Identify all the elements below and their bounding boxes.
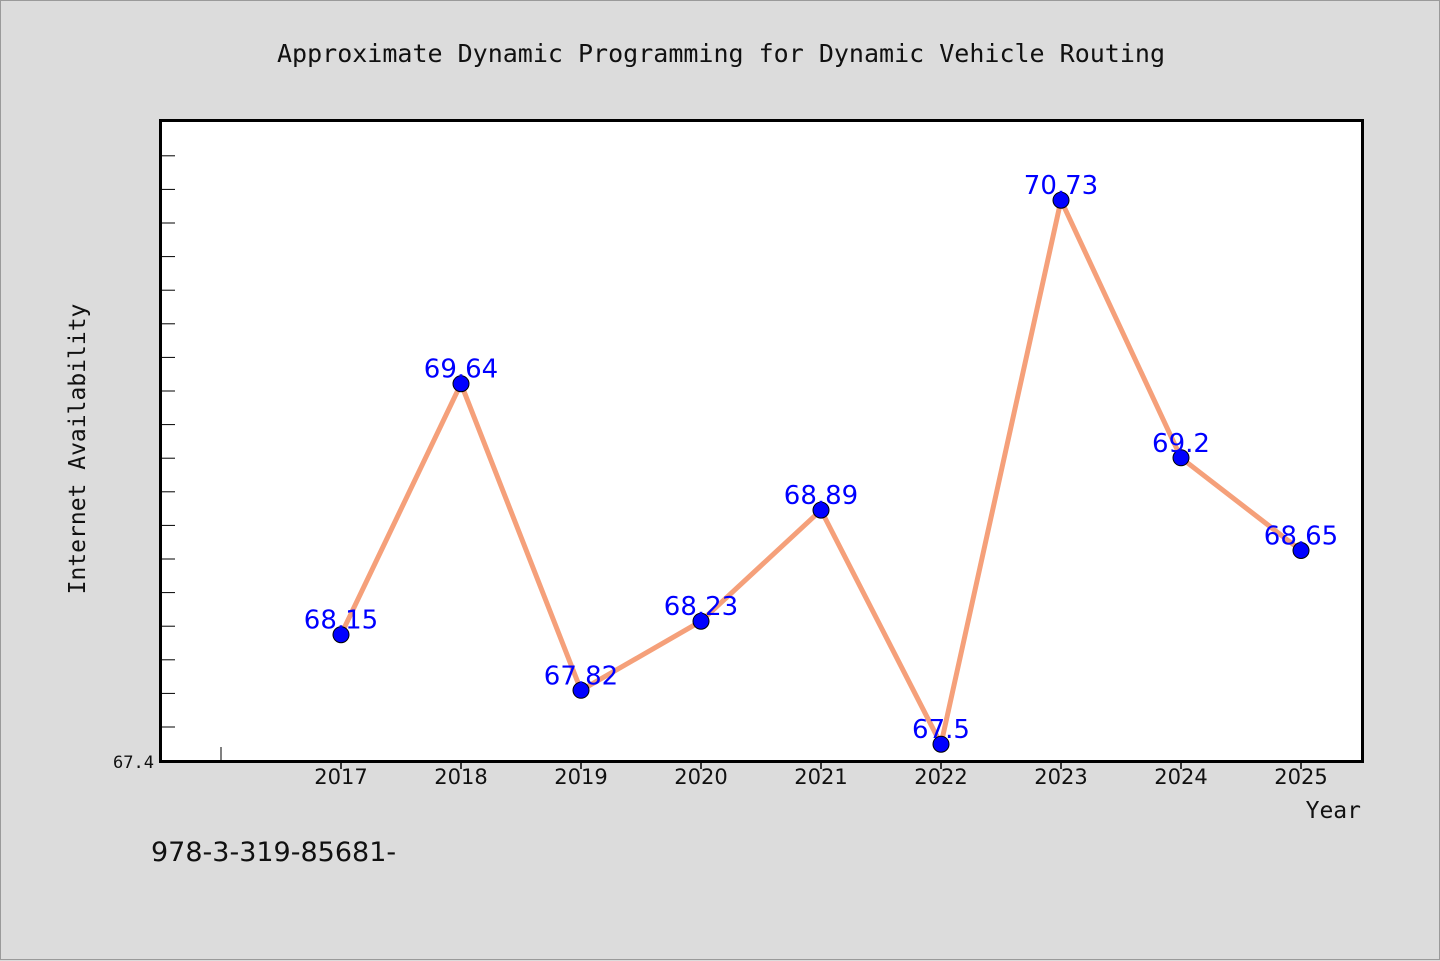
data-label: 68.15 <box>304 606 378 636</box>
data-labels: 68.15 69.64 67.82 68.23 68.89 67.5 70.73 69.2 68… <box>304 171 1338 745</box>
data-label: 67.5 <box>912 715 970 745</box>
data-label: 69.2 <box>1152 429 1210 459</box>
x-tick-label: 2023 <box>1034 765 1087 789</box>
data-point-marker <box>1052 191 1070 209</box>
x-axis-label: Year <box>1306 798 1361 824</box>
y-axis-label: Internet Availability <box>65 304 91 595</box>
y-tick-label: 67.4 <box>113 753 154 773</box>
data-points <box>332 191 1310 753</box>
data-label: 70.73 <box>1024 171 1098 201</box>
x-tick-label: 2025 <box>1274 765 1327 789</box>
y-axis-ticks <box>161 155 175 728</box>
x-tick-label: 2019 <box>554 765 607 789</box>
x-tick-label: 2020 <box>674 765 727 789</box>
data-point-marker <box>332 626 350 644</box>
chart-title: Approximate Dynamic Programming for Dyna… <box>277 39 1165 68</box>
x-tick-label: 2021 <box>794 765 847 789</box>
x-tick-label: 2017 <box>314 765 367 789</box>
data-label: 68.89 <box>784 481 858 511</box>
data-point-marker <box>932 735 950 753</box>
x-axis-tick-labels: 2017 2018 2019 2020 2021 2022 2023 2024 2025 <box>314 765 1327 789</box>
data-label: 67.82 <box>544 661 618 691</box>
data-point-marker <box>812 501 830 519</box>
x-tick-label: 2024 <box>1154 765 1207 789</box>
data-label: 68.65 <box>1264 522 1338 552</box>
x-tick-label: 2018 <box>434 765 487 789</box>
data-point-marker <box>1292 542 1310 559</box>
data-point-marker <box>572 681 590 699</box>
data-point-marker <box>692 612 710 630</box>
data-point-marker <box>452 375 470 393</box>
x-axis-ticks <box>220 747 1302 769</box>
data-point-marker <box>1172 449 1190 467</box>
data-label: 69.64 <box>424 355 498 385</box>
plot-area <box>159 119 1364 763</box>
x-tick-label: 2022 <box>914 765 967 789</box>
footer-code: 978-3-319-85681- <box>151 837 397 868</box>
data-label: 68.23 <box>664 592 738 622</box>
